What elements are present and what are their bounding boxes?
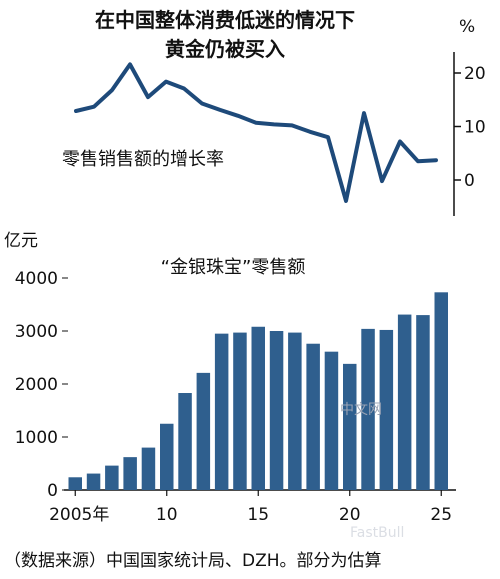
bar-2022 xyxy=(379,329,394,490)
bar-series xyxy=(68,292,448,490)
bar-2018 xyxy=(306,343,320,490)
line-y-ticks: 20 10 0 xyxy=(454,64,486,191)
bar-2024 xyxy=(416,315,430,490)
line-ytick-label-0: 0 xyxy=(464,171,475,191)
line-ytick-label-20: 20 xyxy=(464,64,486,84)
bar-2008 xyxy=(123,457,137,490)
bar-xtick-label-2020: 20 xyxy=(339,505,361,525)
bar-2019 xyxy=(324,351,339,490)
line-ytick-label-10: 10 xyxy=(464,118,486,138)
bar-2025 xyxy=(434,292,448,490)
bar-2015 xyxy=(251,326,265,490)
bar-xtick-label-2025: 25 xyxy=(430,505,452,525)
bar-2013 xyxy=(214,333,229,490)
bar-2021 xyxy=(361,328,375,490)
bar-xtick-label-2005: 2005年 xyxy=(49,505,109,525)
bar-2005 xyxy=(68,477,82,490)
line-series xyxy=(74,62,438,203)
bar-2011 xyxy=(178,393,192,490)
bar-ytick-label-0: 0 xyxy=(47,481,58,501)
bar-2016 xyxy=(269,331,284,490)
bar-2007 xyxy=(105,465,119,490)
bar-2017 xyxy=(288,332,302,490)
chart-title-line2: 黄金仍被买入 xyxy=(165,37,285,61)
chart-title-line1: 在中国整体消费低迷的情况下 xyxy=(95,8,355,32)
bar-ytick-label-4000: 4000 xyxy=(15,269,58,289)
bar-ytick-label-2000: 2000 xyxy=(15,375,58,395)
bar-chart-title: “金银珠宝”零售额 xyxy=(161,257,306,278)
watermark-cn: 中文网 xyxy=(340,402,382,418)
bar-2009 xyxy=(141,447,156,490)
bar-ytick-label-3000: 3000 xyxy=(15,322,58,342)
bar-unit-label: 亿元 xyxy=(4,231,38,251)
bar-2010 xyxy=(160,423,174,490)
watermark-fastbull: FastBull xyxy=(350,525,404,541)
growth-line xyxy=(74,62,438,203)
line-series-label: 零售销售额的增长率 xyxy=(62,149,224,170)
bar-2014 xyxy=(233,332,247,490)
bar-2020 xyxy=(343,363,357,490)
line-unit-label: % xyxy=(459,17,475,37)
source-note: （数据来源）中国国家统计局、DZH。部分为估算 xyxy=(4,551,382,571)
bar-2023 xyxy=(397,314,412,490)
bar-ytick-label-1000: 1000 xyxy=(15,428,58,448)
bar-x-ticks: 2005年 10 15 20 25 xyxy=(49,490,452,525)
bar-2012 xyxy=(196,372,211,490)
bar-2006 xyxy=(86,473,101,490)
bar-xtick-label-2010: 10 xyxy=(156,505,178,525)
bar-xtick-label-2015: 15 xyxy=(247,505,269,525)
